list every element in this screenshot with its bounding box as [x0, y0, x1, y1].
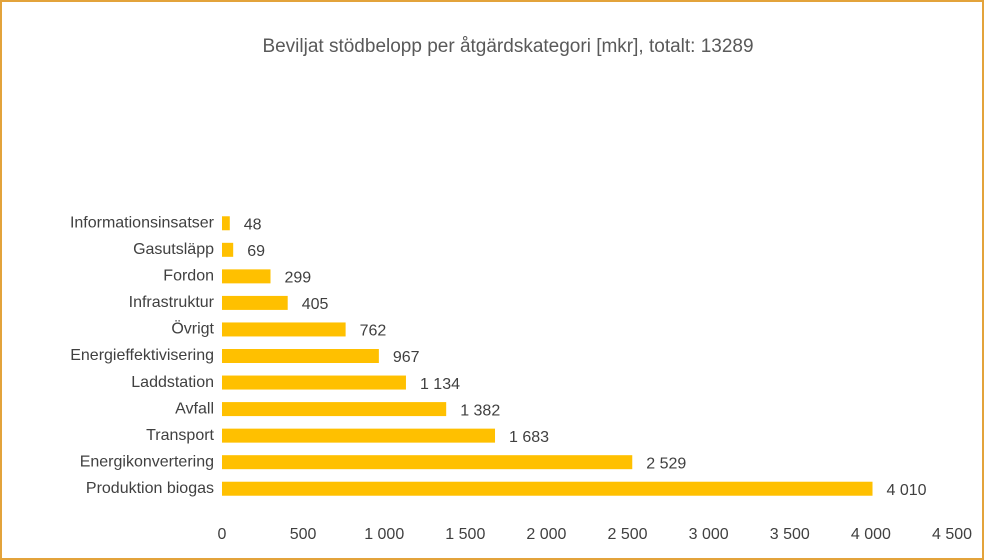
data-label: 405	[302, 296, 329, 313]
data-label: 1 134	[420, 376, 460, 393]
x-tick-label: 4 000	[851, 526, 891, 543]
bar	[222, 455, 633, 470]
bar	[222, 349, 379, 363]
data-label: 48	[244, 216, 262, 233]
data-label: 1 382	[460, 402, 500, 419]
data-label: 2 529	[646, 455, 686, 472]
x-tick-label: 2 000	[526, 526, 566, 543]
x-tick-label: 4 500	[932, 526, 972, 543]
x-tick-label: 1 000	[364, 526, 404, 543]
y-tick-label: Informationsinsatser	[70, 214, 215, 231]
y-tick-label: Fordon	[163, 268, 214, 285]
y-tick-label: Laddstation	[131, 374, 214, 391]
y-tick-label: Övrigt	[171, 320, 214, 338]
x-tick-label: 1 500	[445, 526, 485, 543]
data-label: 69	[247, 243, 265, 260]
y-tick-label: Energikonvertering	[80, 453, 214, 470]
data-label: 967	[393, 349, 420, 366]
x-tick-label: 500	[290, 526, 317, 543]
data-label: 762	[360, 323, 387, 340]
bar	[222, 481, 873, 496]
bar	[222, 295, 288, 310]
y-tick-label: Avfall	[175, 400, 214, 417]
bar	[222, 269, 271, 284]
y-tick-label: Infrastruktur	[129, 294, 215, 311]
x-tick-label: 3 000	[689, 526, 729, 543]
x-tick-label: 0	[218, 526, 227, 543]
data-label: 1 683	[509, 429, 549, 446]
bar	[222, 428, 496, 443]
bar	[222, 242, 234, 257]
bar	[222, 216, 230, 231]
y-tick-label: Produktion biogas	[86, 480, 214, 497]
y-tick-label: Gasutsläpp	[133, 241, 214, 258]
x-tick-label: 3 500	[770, 526, 810, 543]
data-label: 299	[285, 270, 312, 287]
y-tick-label: Energieffektivisering	[70, 347, 214, 364]
bar	[222, 402, 447, 417]
chart-title: Beviljat stödbelopp per åtgärdskategori …	[262, 36, 753, 57]
x-tick-label: 2 500	[608, 526, 648, 543]
bar	[222, 375, 406, 390]
y-tick-label: Transport	[146, 427, 214, 444]
data-label: 4 010	[887, 482, 927, 499]
bar	[222, 322, 346, 337]
